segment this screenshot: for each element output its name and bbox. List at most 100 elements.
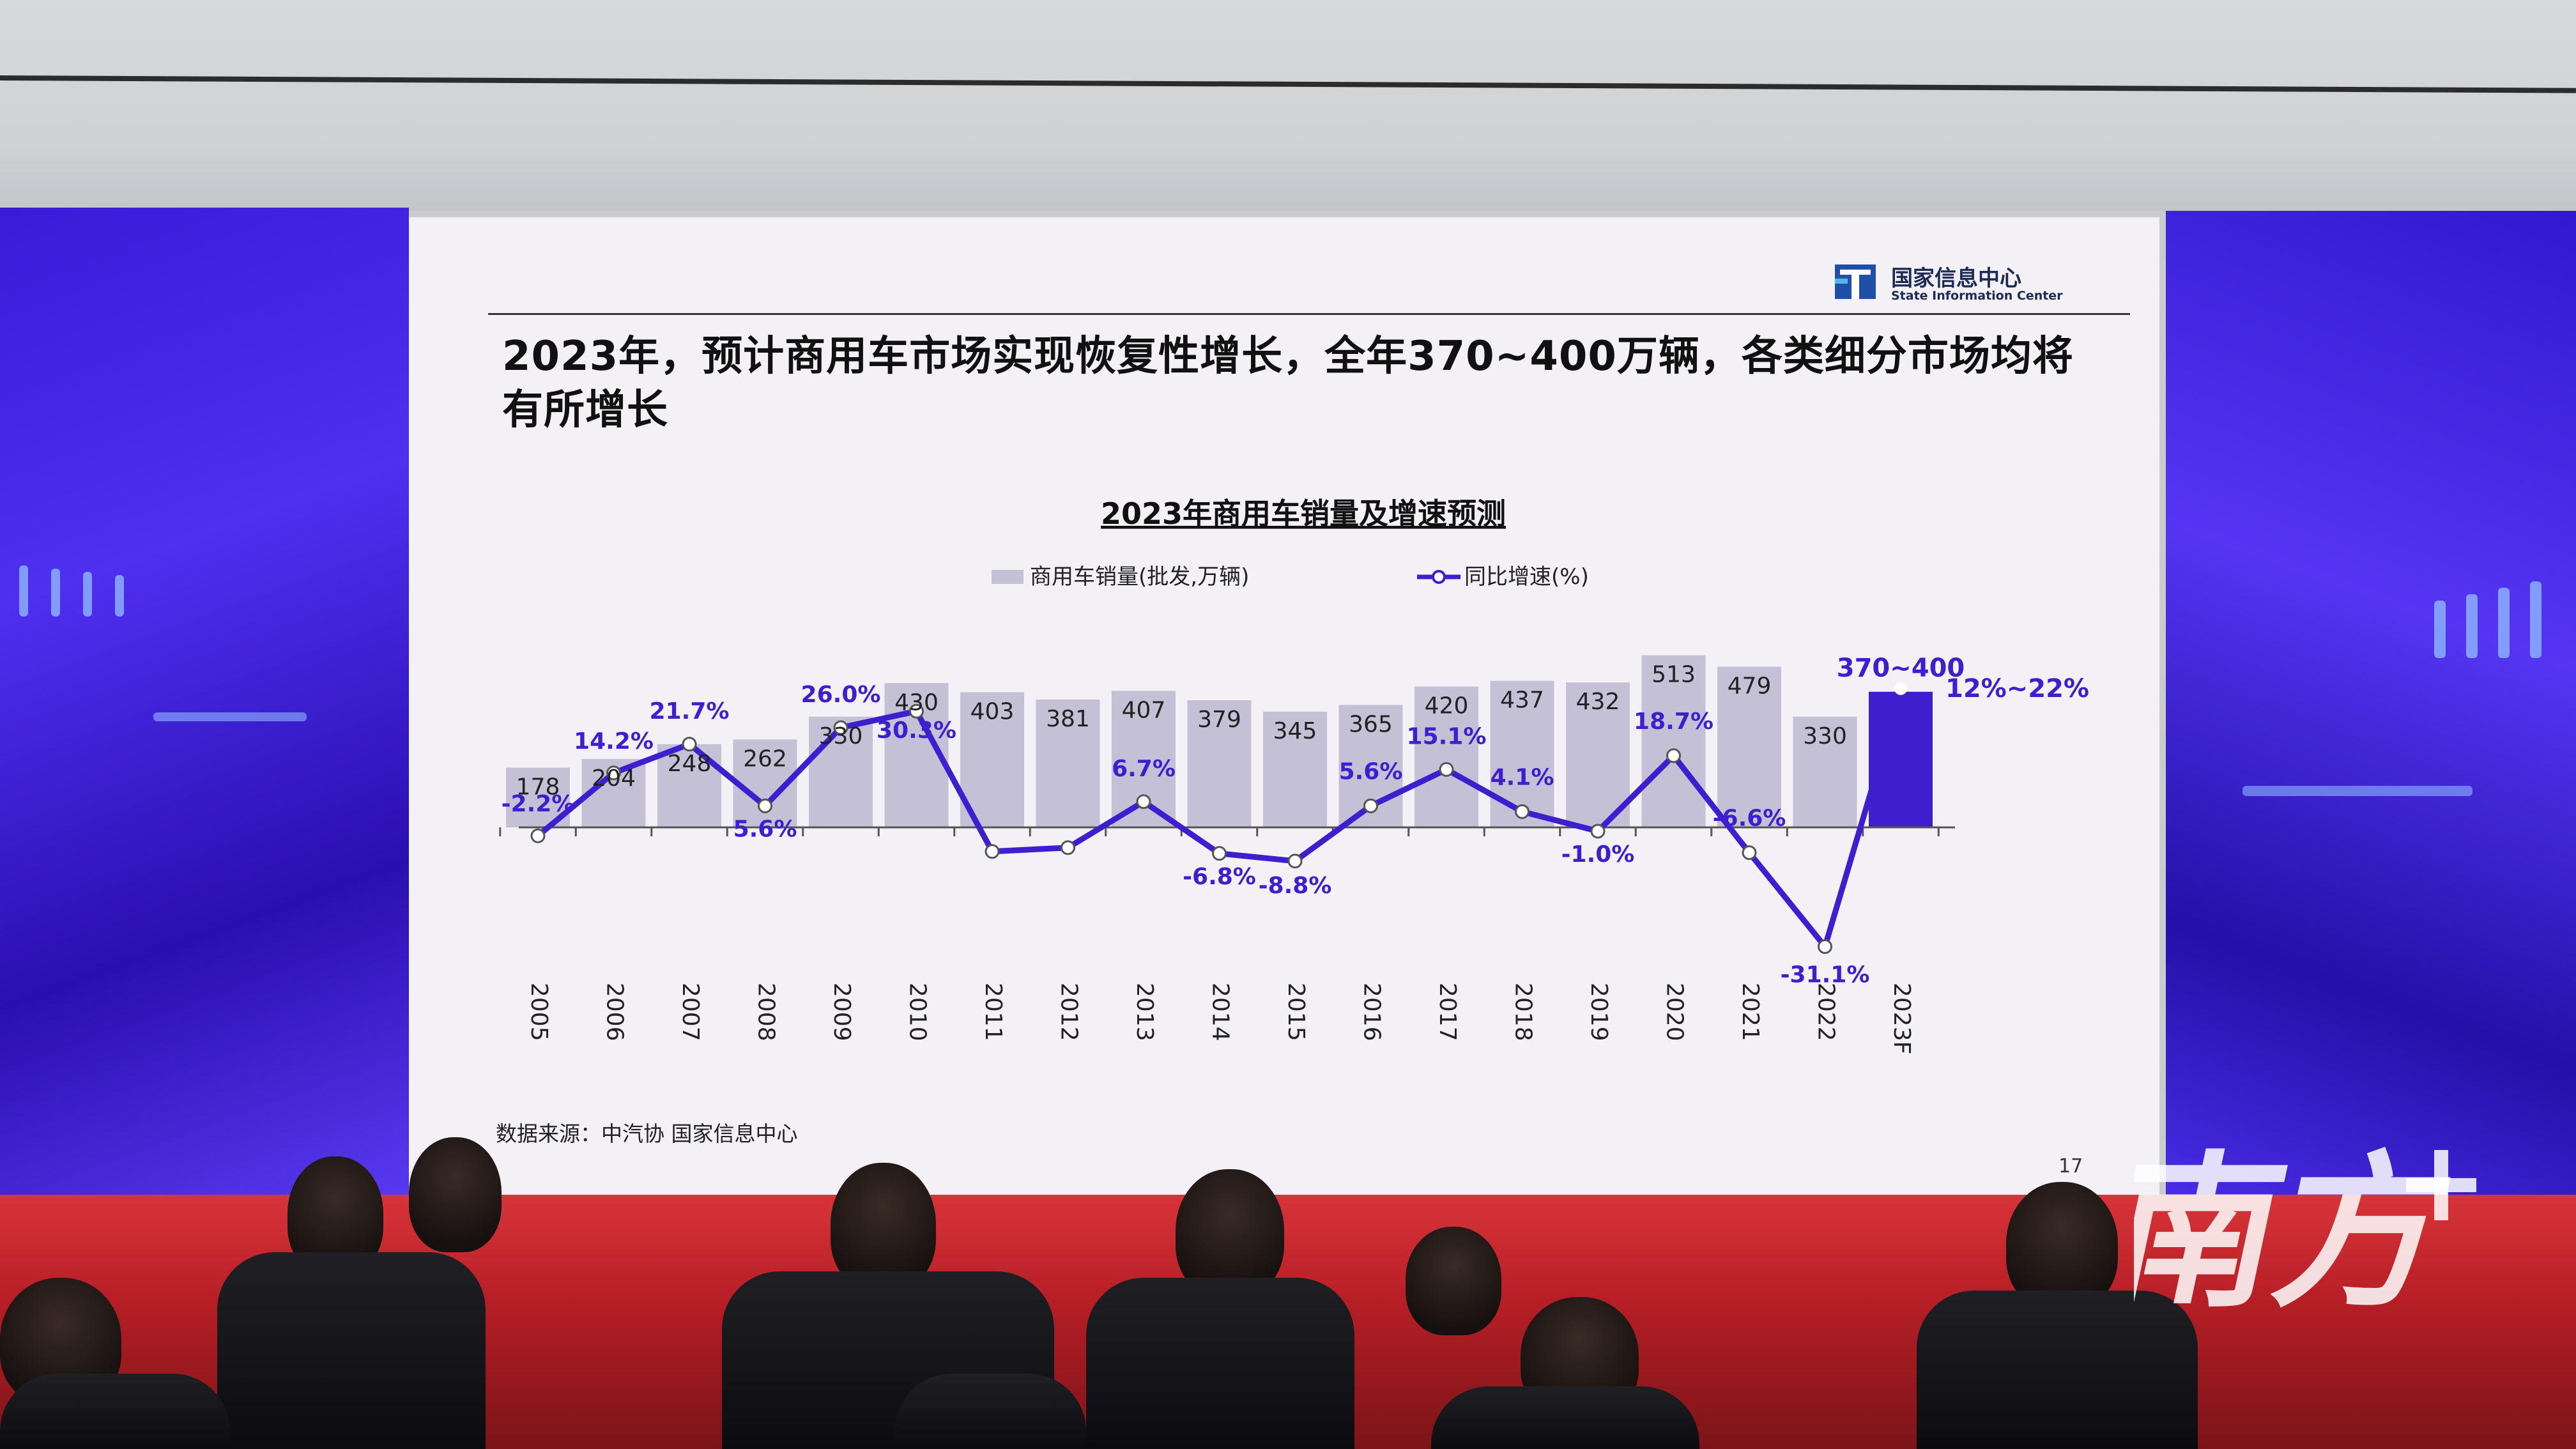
x-axis-label: 2019 [1586, 983, 1612, 1041]
ceiling [0, 0, 2576, 211]
growth-value-label: 30.3% [877, 717, 956, 744]
led-wall-light [115, 575, 124, 617]
bar-value-label: 430 [894, 689, 939, 716]
growth-value-label: -1.0% [1561, 841, 1635, 868]
audience-body [0, 1374, 230, 1449]
led-wall-left [0, 208, 409, 1204]
bar-value-label: 513 [1652, 662, 1696, 688]
data-source-note: 数据来源：中汽协 国家信息中心 [496, 1121, 798, 1146]
bar-value-label: 381 [1046, 706, 1090, 732]
x-axis-label: 2008 [753, 983, 779, 1041]
growth-value-label: -6.6% [1713, 806, 1786, 832]
led-wall-light [153, 712, 307, 721]
sales-growth-chart: 2023年商用车销量及增速预测 商用车销量(批发,万辆) 同比增速(%) 178… [499, 496, 2089, 1054]
legend-swatch-bar [992, 570, 1023, 584]
audience-head [2006, 1182, 2118, 1310]
slide-page-number: 17 [2058, 1155, 2083, 1177]
x-axis-label: 2010 [905, 983, 931, 1041]
growth-point [1363, 798, 1378, 813]
growth-value-label: 6.7% [1112, 756, 1176, 782]
bar-value-label: 403 [970, 698, 1015, 724]
led-wall-light [2530, 581, 2542, 658]
slide-heading: 2023年，预计商用车市场实现恢复性增长，全年370~400万辆，各类细分市场均… [502, 333, 2074, 434]
led-wall-light [83, 572, 92, 617]
x-axis-label: 2005 [526, 983, 552, 1041]
chart-legend: 商用车销量(批发,万辆) 同比增速(%) [992, 564, 1589, 590]
led-wall-right [2166, 211, 2576, 1208]
bar-value-label: 330 [819, 723, 863, 749]
bar-series [506, 655, 1933, 827]
x-axis-label: 2013 [1131, 983, 1158, 1041]
x-axis-label: 2020 [1662, 983, 1688, 1041]
forecast-growth-label: 12%~22% [1945, 674, 2089, 703]
legend-label-growth: 同比增速(%) [1464, 564, 1589, 590]
growth-point [1590, 824, 1606, 839]
audience-head [831, 1163, 936, 1291]
x-axis-label: 2022 [1813, 983, 1839, 1041]
growth-point [682, 737, 697, 752]
growth-point [1287, 854, 1303, 869]
sales-bar [1187, 700, 1252, 827]
bar-value-label: 379 [1197, 707, 1241, 733]
bar-value-label: 330 [1803, 723, 1847, 749]
growth-point [606, 765, 621, 781]
growth-value-label: -6.8% [1183, 864, 1256, 890]
bar-value-label: 420 [1425, 693, 1469, 719]
growth-value-label: 18.7% [1634, 709, 1713, 735]
growth-value-label: 14.2% [574, 728, 654, 755]
growth-point [1136, 794, 1151, 809]
led-wall-light [2434, 601, 2446, 658]
bar-value-label: 370~400 [1837, 654, 1965, 683]
growth-value-label: -8.8% [1259, 873, 1332, 899]
growth-value-label: 21.7% [650, 698, 730, 724]
audience-head [409, 1137, 502, 1252]
growth-value-label: 5.6% [733, 816, 797, 842]
growth-rate-points [530, 682, 1907, 954]
bar-value-label: 479 [1728, 673, 1772, 700]
growth-point [985, 844, 1000, 859]
audience-body [1917, 1291, 2198, 1449]
x-axis-label: 2012 [1056, 983, 1082, 1041]
led-wall-light [51, 569, 60, 617]
state-information-center-logo: 国家信息中心 State Information Center [1835, 261, 2110, 305]
legend-label-sales: 商用车销量(批发,万辆) [1030, 564, 1249, 590]
audience-body [894, 1374, 1086, 1449]
growth-value-label: 5.6% [1339, 758, 1403, 785]
growth-point [530, 828, 546, 843]
audience-head [1176, 1169, 1284, 1297]
logo-mark-icon [1835, 264, 1876, 299]
header-divider [488, 313, 2130, 315]
sales-bar [1414, 686, 1478, 827]
led-wall-light [2498, 588, 2510, 658]
growth-point [1818, 939, 1832, 954]
led-wall-light [19, 565, 28, 617]
bar-value-label: 407 [1122, 697, 1166, 723]
growth-point [1439, 762, 1454, 777]
forecast-growth-marker [1894, 682, 1907, 695]
sales-bar [960, 692, 1024, 827]
x-axis-label: 2011 [980, 983, 1006, 1041]
audience-head [1406, 1227, 1501, 1335]
sales-bar [1717, 666, 1781, 827]
bar-value-label: 262 [743, 746, 787, 772]
growth-value-label: 26.0% [801, 682, 881, 708]
x-axis-label: 2016 [1359, 983, 1385, 1041]
x-axis-label: 2018 [1510, 983, 1537, 1041]
growth-point [909, 703, 924, 719]
growth-value-label: -2.2% [502, 791, 575, 817]
sales-bar [809, 716, 873, 827]
x-axis-label: 2006 [602, 983, 628, 1041]
chart-title: 2023年商用车销量及增速预测 [1101, 496, 1506, 531]
growth-point [1061, 840, 1075, 855]
bar-value-label: 432 [1576, 689, 1620, 715]
bar-value-label: 178 [516, 774, 560, 801]
growth-point [1742, 845, 1757, 861]
bar-value-label: 204 [592, 765, 636, 792]
x-axis-label: 2017 [1434, 983, 1460, 1041]
data-labels: 178 204 248 262 330 430 403 381 407 379 345 365 420 4… [502, 654, 2089, 988]
led-wall-light [2242, 786, 2472, 796]
logo-text-en: State Information Center [1891, 289, 2063, 303]
led-wall-light [2466, 594, 2478, 658]
bar-value-label: 365 [1349, 711, 1393, 737]
sales-bar [1263, 711, 1327, 827]
